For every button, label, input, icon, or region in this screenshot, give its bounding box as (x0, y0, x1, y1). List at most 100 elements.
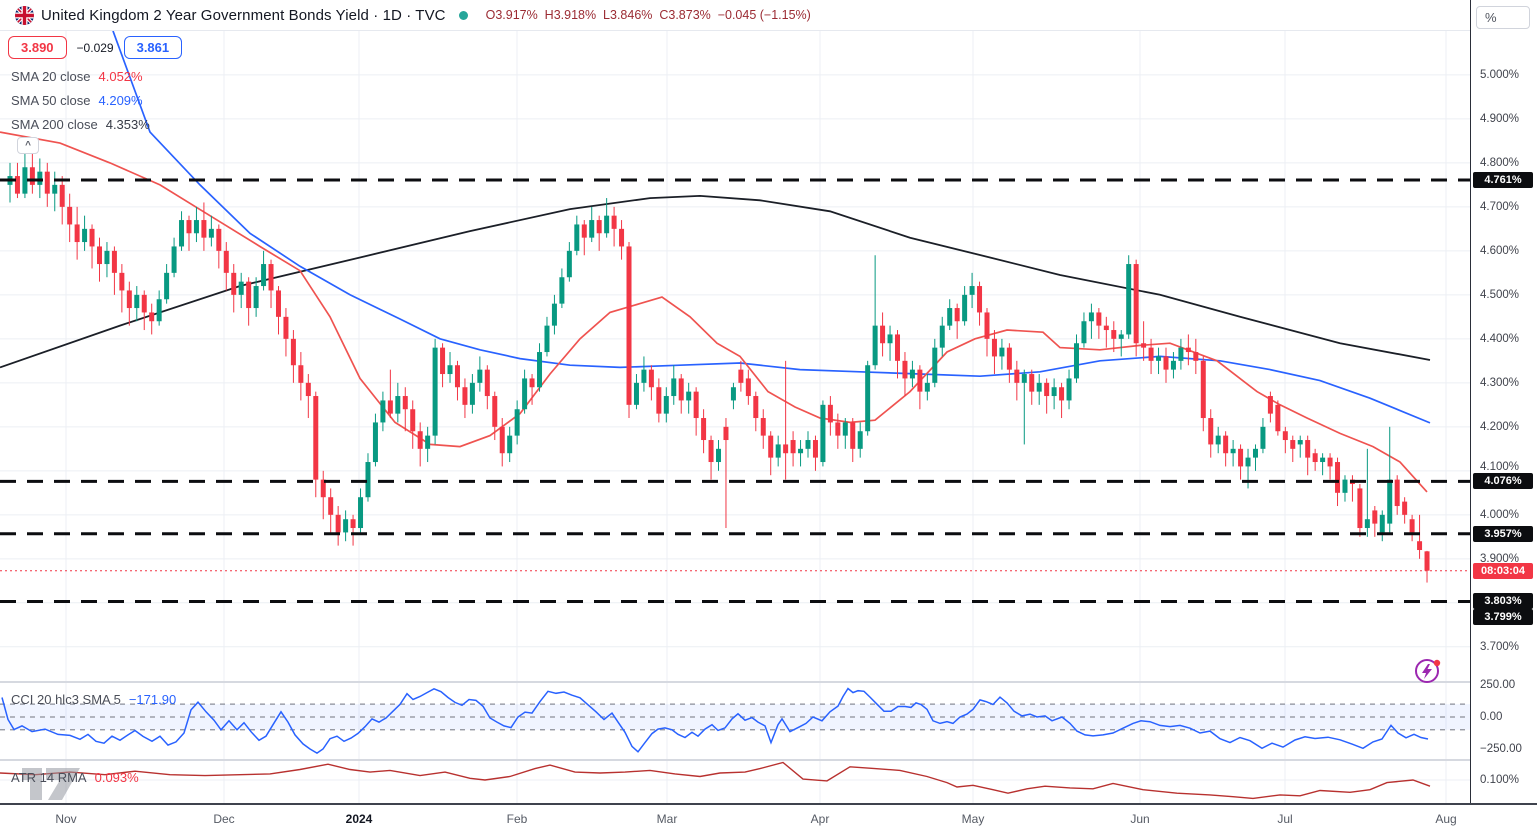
candle (1342, 479, 1348, 493)
candle (537, 352, 543, 388)
axis-unit-button[interactable]: % (1476, 6, 1530, 29)
sma200-value: 4.353% (105, 116, 150, 132)
time-axis-month-label: Dec (213, 812, 235, 826)
candle (126, 290, 132, 309)
candle (932, 347, 938, 383)
candle (574, 224, 580, 251)
time-axis[interactable]: Nov Dec 2024 Feb Mar Apr May Jun Jul Aug (0, 803, 1537, 832)
cci-value: −171.90 (128, 692, 177, 707)
sma20-line (0, 131, 1428, 493)
price-tick-label: 3.900% (1480, 552, 1520, 565)
candle (89, 228, 95, 247)
candle (641, 369, 647, 383)
candle (790, 440, 796, 454)
time-axis-month-label: Jul (1277, 812, 1293, 826)
price-level-badge: 3.803% (1473, 593, 1533, 610)
legend-collapse-button[interactable]: ^ (17, 137, 39, 154)
candle (1252, 448, 1258, 458)
price-level-badge: 3.799% (1473, 609, 1533, 626)
legend-row-sma20[interactable]: SMA 20 close 4.052% (11, 64, 150, 88)
legend-row-sma50[interactable]: SMA 50 close 4.209% (11, 88, 150, 112)
candle (507, 435, 513, 454)
candle (1424, 551, 1430, 571)
candle (164, 272, 170, 300)
candle (350, 519, 356, 529)
price-levels[interactable] (0, 178, 1470, 603)
candle (798, 448, 804, 454)
candle (559, 277, 565, 304)
candle (1245, 457, 1251, 467)
indicator-legend: SMA 20 close 4.052% SMA 50 close 4.209% … (11, 64, 150, 136)
candle (1059, 387, 1065, 401)
candle (335, 514, 341, 533)
candle (283, 316, 289, 339)
gridlines (0, 30, 1470, 803)
candle (1230, 448, 1236, 454)
candle (529, 378, 535, 388)
candle (1379, 514, 1385, 533)
candle (223, 250, 229, 273)
candle (1126, 264, 1132, 335)
candle (179, 220, 185, 247)
price-axis[interactable]: % 5.000% 4.900% 4.800% 4.700% 4.600% 4.500% 4.… (1470, 0, 1537, 803)
sma50-line (112, 30, 1431, 424)
candle (812, 440, 818, 458)
price-tick-label: 4.000% (1480, 508, 1520, 521)
candle (708, 440, 714, 463)
candle (74, 224, 80, 243)
candle (611, 215, 617, 229)
countdown-badge: 08:03:04 (1473, 562, 1533, 579)
price-tick-label: 4.300% (1480, 376, 1520, 389)
candle (544, 325, 550, 353)
candle (134, 294, 140, 309)
ideas-flash-button[interactable] (1413, 656, 1443, 686)
candle (962, 294, 968, 322)
ohlc-readout: O3.917% H3.918% L3.846% C3.873% −0.045 (… (485, 8, 811, 22)
price-tick-label: 4.700% (1480, 200, 1520, 213)
candle (1417, 541, 1423, 551)
candle (827, 404, 833, 423)
tradingview-watermark (22, 768, 80, 800)
candle (1267, 396, 1273, 414)
candle (671, 378, 677, 397)
time-axis-month-label: Apr (810, 812, 830, 826)
candle (1178, 347, 1184, 361)
candle (37, 171, 43, 185)
candle (1402, 501, 1408, 515)
candle (917, 369, 923, 392)
candle (880, 325, 886, 344)
legend-row-sma200[interactable]: SMA 200 close 4.353% (11, 112, 150, 136)
candle (1387, 479, 1393, 524)
candle (514, 409, 520, 436)
chart-canvas[interactable] (0, 0, 1470, 803)
candle (1006, 347, 1012, 370)
cci-legend[interactable]: CCI 20 hlc3 SMA 5 −171.90 (11, 692, 176, 707)
candle (663, 396, 669, 414)
candle (208, 228, 214, 238)
market-status-icon[interactable] (458, 10, 468, 20)
candle (842, 422, 848, 436)
buy-button[interactable]: 3.861 (123, 36, 183, 59)
candle (492, 396, 498, 427)
price-tick-label: 4.100% (1480, 460, 1520, 473)
candle (1320, 457, 1326, 463)
moving-averages (0, 30, 1431, 493)
symbol-title[interactable]: United Kingdom 2 Year Government Bonds Y… (41, 6, 446, 24)
candle (947, 308, 953, 326)
price-level-badge: 3.957% (1473, 525, 1533, 542)
candle (1364, 519, 1370, 529)
candle (954, 308, 960, 322)
notification-dot-icon (1433, 659, 1441, 667)
candle (1215, 435, 1221, 445)
candle (522, 378, 528, 410)
candle (171, 246, 177, 273)
candle (939, 325, 945, 348)
sell-button[interactable]: 3.890 (8, 36, 67, 59)
atr-legend[interactable]: ATR 14 RMA 0.093% (11, 770, 139, 785)
candle (1357, 488, 1363, 529)
candle (253, 286, 259, 309)
candle (1260, 426, 1266, 449)
candle (358, 497, 364, 529)
candle (745, 378, 751, 397)
